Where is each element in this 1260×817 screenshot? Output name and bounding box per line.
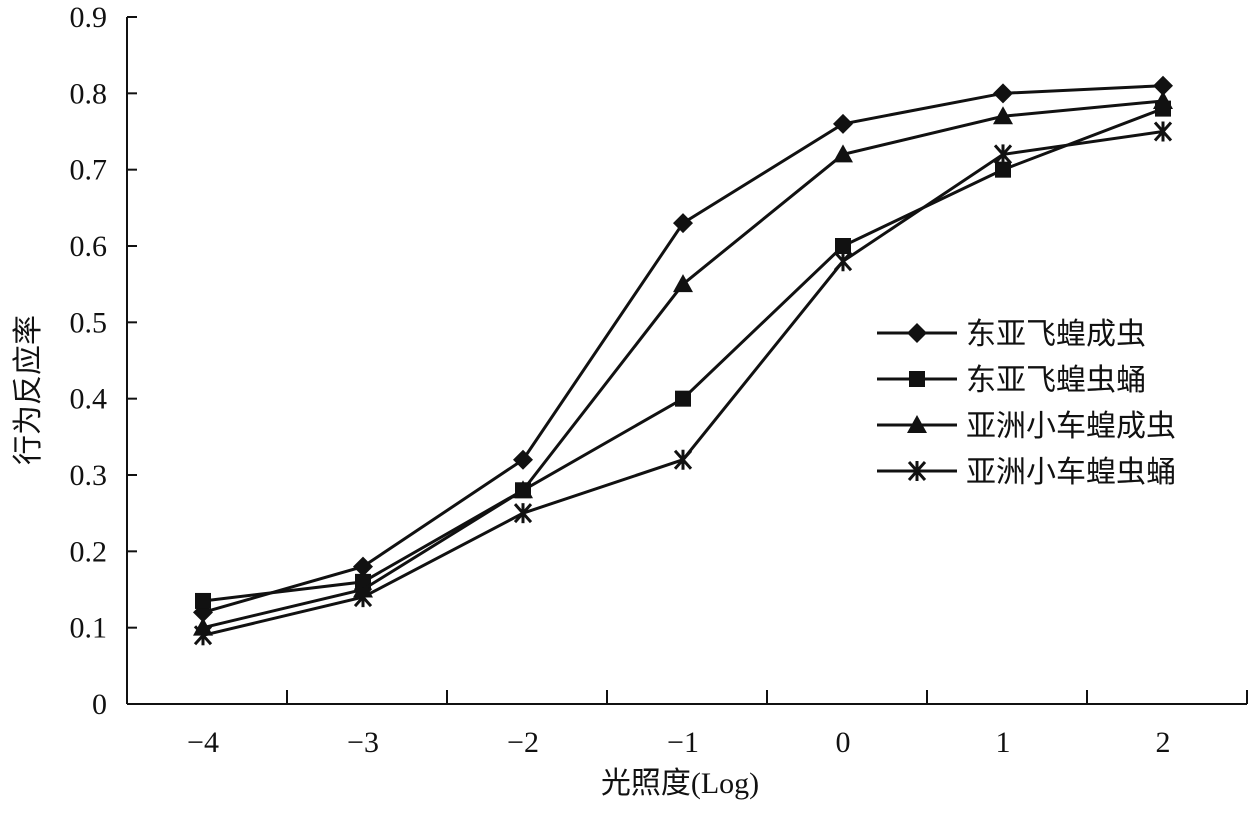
x-tick-label: −4 [187,726,219,759]
star-marker [673,449,693,470]
legend-item: 亚洲小车蝗虫蛹 [877,456,1176,489]
triangle-marker [1153,90,1173,109]
x-tick-label: −3 [347,726,379,759]
x-tick-label: 2 [1156,726,1171,759]
diamond-marker [353,556,373,577]
y-tick-label: 0.8 [70,77,108,110]
y-tick-label: 0.6 [70,230,108,263]
y-tick-label: 0.2 [70,535,108,568]
series-line [202,107,1164,603]
star-marker [353,587,373,608]
square-marker [835,238,851,254]
star-marker [193,625,213,646]
y-tick-label: 0.5 [70,306,108,339]
triangle-marker [673,274,693,293]
square-marker [995,161,1011,178]
y-tick-label: 0.1 [70,612,108,645]
legend-label: 东亚飞蝗成虫 [966,318,1146,351]
square-marker [675,390,691,407]
legend-label: 东亚飞蝗虫蛹 [966,364,1146,397]
triangle-marker [833,144,853,163]
star-marker [907,461,927,481]
y-tick-label: 0.9 [70,1,108,34]
series-2 [195,100,1171,609]
square-marker [909,371,925,387]
triangle-marker [513,480,533,499]
diamond-marker [673,213,693,234]
x-axis-label: 光照度(Log) [601,767,759,800]
star-marker [993,144,1013,165]
x-tick-label: 0 [836,726,851,759]
legend-item: 东亚飞蝗成虫 [877,318,1146,351]
square-marker [195,592,211,609]
star-marker [1153,121,1173,142]
y-tick-label: 0 [92,688,107,721]
series-group [193,75,1173,646]
diamond-marker [513,449,533,470]
x-tick-label: −2 [507,726,539,759]
series-4 [193,121,1173,646]
diamond-marker [833,113,853,134]
diamond-marker [993,83,1013,104]
series-1 [193,75,1173,623]
diamond-marker [907,323,927,343]
legend-item: 亚洲小车蝗成虫 [877,410,1176,443]
axes: 0 0.1 0.2 0.3 0.4 0.5 0.6 0.7 0.8 0.9 −4 −3 −2 −1 0 1 2 [70,1,1248,759]
y-axis-label: 行为反应率 [12,315,45,465]
y-tick-label: 0.4 [70,383,108,416]
x-tick-label: −1 [667,726,699,759]
triangle-marker [993,106,1013,125]
legend-item: 东亚飞蝗虫蛹 [877,364,1146,397]
legend-label: 亚洲小车蝗虫蛹 [966,456,1176,489]
y-tick-label: 0.3 [70,459,108,492]
legend-label: 亚洲小车蝗成虫 [966,410,1176,443]
y-tick-label: 0.7 [70,154,108,187]
triangle-marker [907,415,927,433]
diamond-marker [1153,75,1173,96]
x-tick-label: 1 [996,726,1011,759]
star-marker [833,251,853,272]
star-marker [513,503,533,524]
